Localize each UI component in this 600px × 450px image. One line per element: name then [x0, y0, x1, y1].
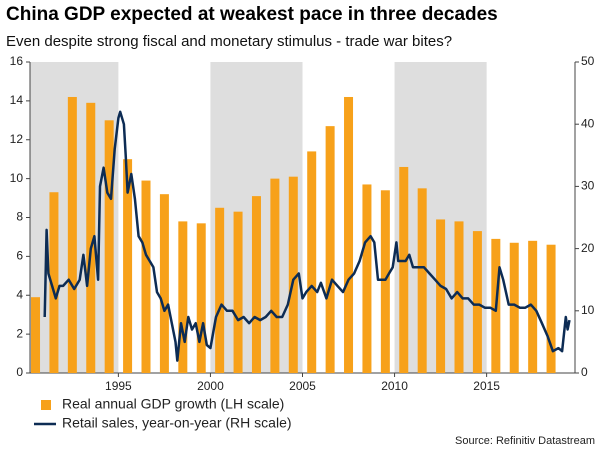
- y-tick-label: 16: [10, 54, 24, 68]
- y-tick-label: 6: [16, 249, 23, 263]
- legend-swatch: [41, 400, 51, 410]
- bar: [123, 159, 133, 373]
- bar: [399, 166, 409, 373]
- x-tick-label: 2005: [289, 379, 316, 393]
- x-tick-label: 2015: [473, 379, 500, 393]
- bar: [251, 196, 261, 373]
- bar: [436, 219, 446, 373]
- y-tick-label: 4: [16, 287, 23, 301]
- bar: [454, 221, 464, 373]
- legend-label: Real annual GDP growth (LH scale): [62, 396, 284, 412]
- x-tick-label: 1995: [105, 379, 132, 393]
- line: [43, 110, 571, 362]
- bar: [159, 194, 169, 373]
- bar: [86, 102, 96, 373]
- bar: [215, 207, 225, 373]
- bar: [196, 223, 206, 373]
- y2-tick-label: 50: [581, 54, 595, 68]
- x-tick-label: 2000: [197, 379, 224, 393]
- y2-tick-label: 0: [581, 365, 588, 379]
- x-tick-label: 2010: [381, 379, 408, 393]
- y2-tick-label: 20: [581, 241, 595, 255]
- y-tick-label: 8: [16, 210, 23, 224]
- bar: [141, 180, 151, 373]
- bar: [325, 126, 335, 373]
- bar: [362, 184, 372, 373]
- chart-title: China GDP expected at weakest pace in th…: [6, 4, 498, 25]
- y-tick-label: 10: [10, 171, 24, 185]
- bar: [178, 221, 188, 373]
- bar: [344, 96, 354, 374]
- bar: [31, 297, 41, 373]
- bar: [270, 178, 280, 373]
- y-tick-label: 2: [16, 326, 23, 340]
- bar: [417, 188, 427, 373]
- bar: [380, 190, 390, 373]
- y-tick-label: 12: [10, 132, 24, 146]
- bar: [104, 120, 114, 373]
- bar: [546, 244, 556, 373]
- y2-tick-label: 10: [581, 303, 595, 317]
- chart-subtitle: Even despite strong fiscal and monetary …: [6, 33, 452, 50]
- bar: [288, 176, 298, 373]
- y2-tick-label: 30: [581, 179, 595, 193]
- y2-tick-label: 40: [581, 116, 595, 130]
- bar: [233, 211, 243, 373]
- bar: [307, 151, 317, 373]
- y-tick-label: 14: [10, 93, 24, 107]
- legend-label: Retail sales, year-on-year (RH scale): [62, 415, 292, 431]
- y-tick-label: 0: [16, 365, 23, 379]
- bar: [472, 231, 482, 373]
- source-note: Source: Refinitiv Datastream: [455, 435, 595, 447]
- bar: [49, 192, 59, 373]
- bar: [509, 242, 519, 373]
- bar: [67, 96, 77, 374]
